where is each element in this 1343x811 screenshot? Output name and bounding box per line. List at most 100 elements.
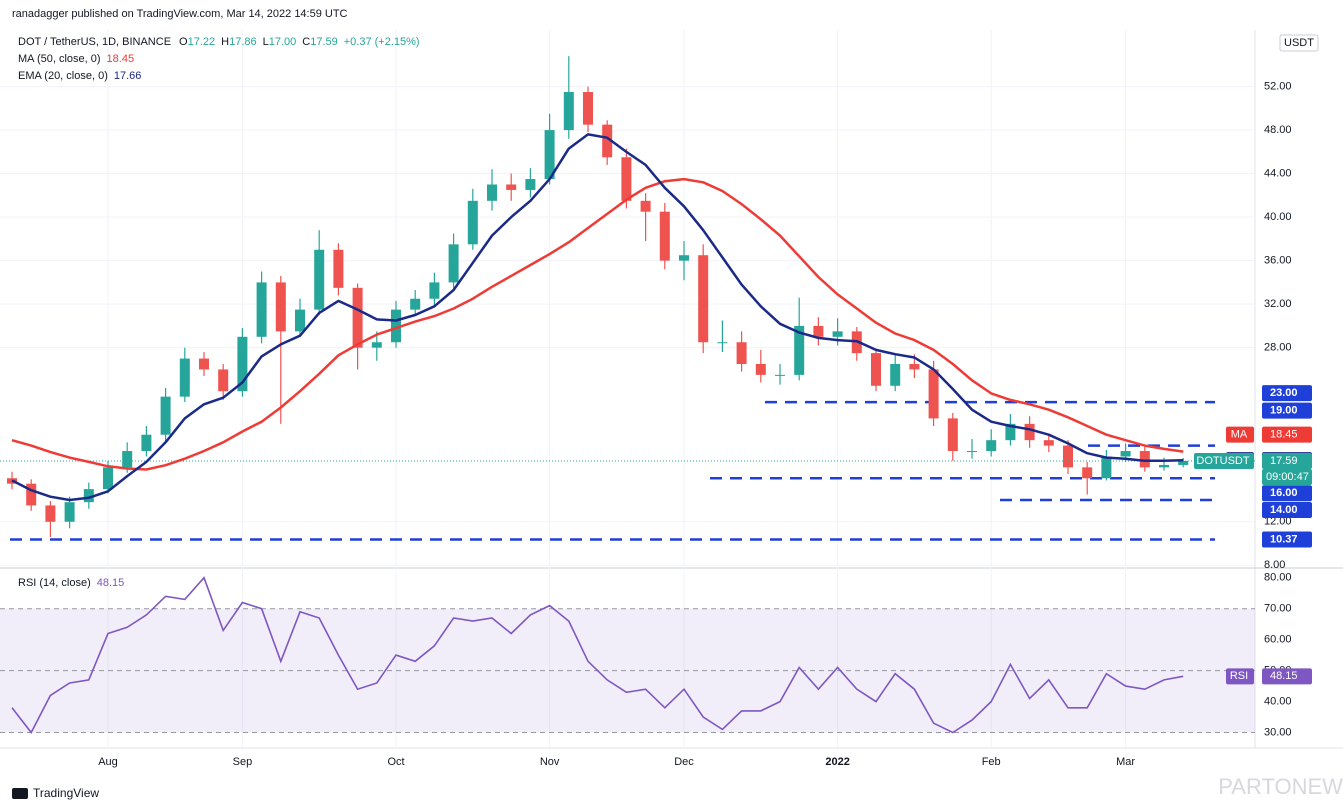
candle-body	[391, 309, 401, 343]
candle-body	[371, 342, 382, 348]
candle-body	[909, 364, 920, 370]
indicator-value-box	[1262, 426, 1312, 443]
legend-value: 18.45	[107, 53, 135, 65]
y-tick-label: 32.00	[1264, 298, 1292, 310]
currency: USDT	[1284, 37, 1314, 49]
candle-body	[199, 358, 209, 370]
x-tick-label: Sep	[233, 756, 253, 768]
candle-body	[717, 342, 728, 344]
candle-body	[64, 502, 75, 522]
candle-body	[467, 200, 478, 245]
y-tick-label: 8.00	[1264, 559, 1285, 571]
rsi-value-box	[1262, 668, 1312, 685]
rsi-tag-box	[1226, 668, 1254, 685]
rsi-tick-label: 40.00	[1264, 695, 1292, 707]
candle-body	[986, 440, 997, 452]
y-tick-label: 52.00	[1264, 80, 1292, 92]
watermark: PARTONEWS.IR	[1218, 774, 1343, 799]
x-tick-label: 2022	[825, 756, 849, 768]
level-label-box	[1262, 531, 1312, 548]
legend-value: 17.66	[114, 70, 142, 82]
level-label-box	[1262, 502, 1312, 519]
candle-body	[506, 184, 517, 190]
candle-body	[736, 342, 747, 365]
rsi-tick-label: 80.00	[1264, 572, 1292, 584]
brand-logo	[12, 788, 28, 799]
candle-body	[583, 92, 593, 125]
rsi-tick-label: 70.00	[1264, 603, 1292, 615]
ohlc-label: H	[221, 36, 229, 48]
candle-body	[755, 364, 766, 375]
y-tick-label: 28.00	[1264, 342, 1292, 354]
symbol-tag-box	[1194, 452, 1254, 469]
candle-body	[698, 255, 709, 343]
symbol-tag: DOTUSDT	[1196, 455, 1249, 467]
level-label: 23.00	[1270, 387, 1298, 399]
publisher: ranadagger published on TradingView.com,…	[12, 8, 348, 20]
currency-box	[1279, 34, 1319, 52]
candle-body	[26, 483, 37, 506]
x-tick-label: Nov	[540, 756, 560, 768]
candle-body	[1139, 451, 1150, 468]
rsi-value: 48.15	[1270, 670, 1298, 682]
candle-body	[679, 255, 689, 261]
rsi-tag: RSI	[1230, 670, 1248, 682]
symbol-value-box	[1262, 452, 1312, 469]
candle-body	[775, 374, 785, 376]
candle-body	[141, 434, 152, 452]
candle-body	[832, 331, 843, 337]
candle-body	[45, 505, 56, 522]
countdown: 09:00:47	[1266, 471, 1309, 483]
candle-body	[813, 325, 824, 337]
rsi-tick-label: 30.00	[1264, 726, 1292, 738]
candle-body	[275, 282, 286, 332]
ohlc-value: 17.59	[310, 36, 338, 48]
ohlc-value: 17.00	[269, 36, 297, 48]
candle-body	[160, 396, 171, 435]
indicator-tag: MA	[1231, 428, 1248, 440]
candle-body	[1005, 423, 1016, 441]
ohlc-label: O	[179, 36, 188, 48]
indicator-line	[11, 177, 1184, 471]
candle-body	[640, 200, 651, 212]
candle-body	[237, 336, 248, 392]
level-label-box	[1262, 402, 1312, 419]
y-tick-label: 44.00	[1264, 168, 1292, 180]
x-tick-label: Oct	[387, 756, 404, 768]
candle-body	[947, 418, 958, 452]
candle-body	[794, 325, 805, 375]
rsi-tick-label: 60.00	[1264, 634, 1292, 646]
candle-body	[1043, 440, 1054, 446]
legend-title: DOT / TetherUS, 1D, BINANCE	[18, 36, 171, 48]
legend-name: MA (50, close, 0)	[18, 53, 101, 65]
rsi-legend-name: RSI (14, close)	[18, 577, 91, 589]
candle-body	[602, 124, 613, 158]
candle-body	[525, 179, 536, 190]
symbol-value: 17.59	[1270, 455, 1298, 467]
countdown-box	[1262, 468, 1312, 485]
logo-mark	[12, 788, 28, 799]
level-label-box	[1262, 385, 1312, 402]
level-label-box	[1262, 485, 1312, 502]
legend-entry: MA (50, close, 0) 18.45	[18, 53, 134, 65]
legend-title-row: DOT / TetherUS, 1D, BINANCE O17.22 H17.86 L…	[18, 36, 420, 48]
candle-body	[218, 369, 229, 392]
candle-body	[429, 282, 440, 299]
candle-body	[410, 298, 421, 310]
level-label: 16.00	[1270, 487, 1298, 499]
candle-body	[1178, 460, 1189, 465]
candle-body	[83, 489, 94, 503]
legend-name: EMA (20, close, 0)	[18, 70, 108, 82]
ohlc-value: 17.86	[229, 36, 257, 48]
ohlc-label: C	[302, 36, 310, 48]
candle-body	[295, 309, 305, 332]
ohlc-value: 17.22	[188, 36, 216, 48]
indicator-tag-box	[1226, 426, 1254, 443]
candle-body	[621, 157, 632, 201]
level-label: 19.00	[1270, 405, 1298, 417]
level-label: 14.00	[1270, 504, 1298, 516]
y-tick-label: 48.00	[1264, 124, 1292, 136]
candle-body	[314, 249, 325, 310]
candle-body	[890, 364, 901, 386]
